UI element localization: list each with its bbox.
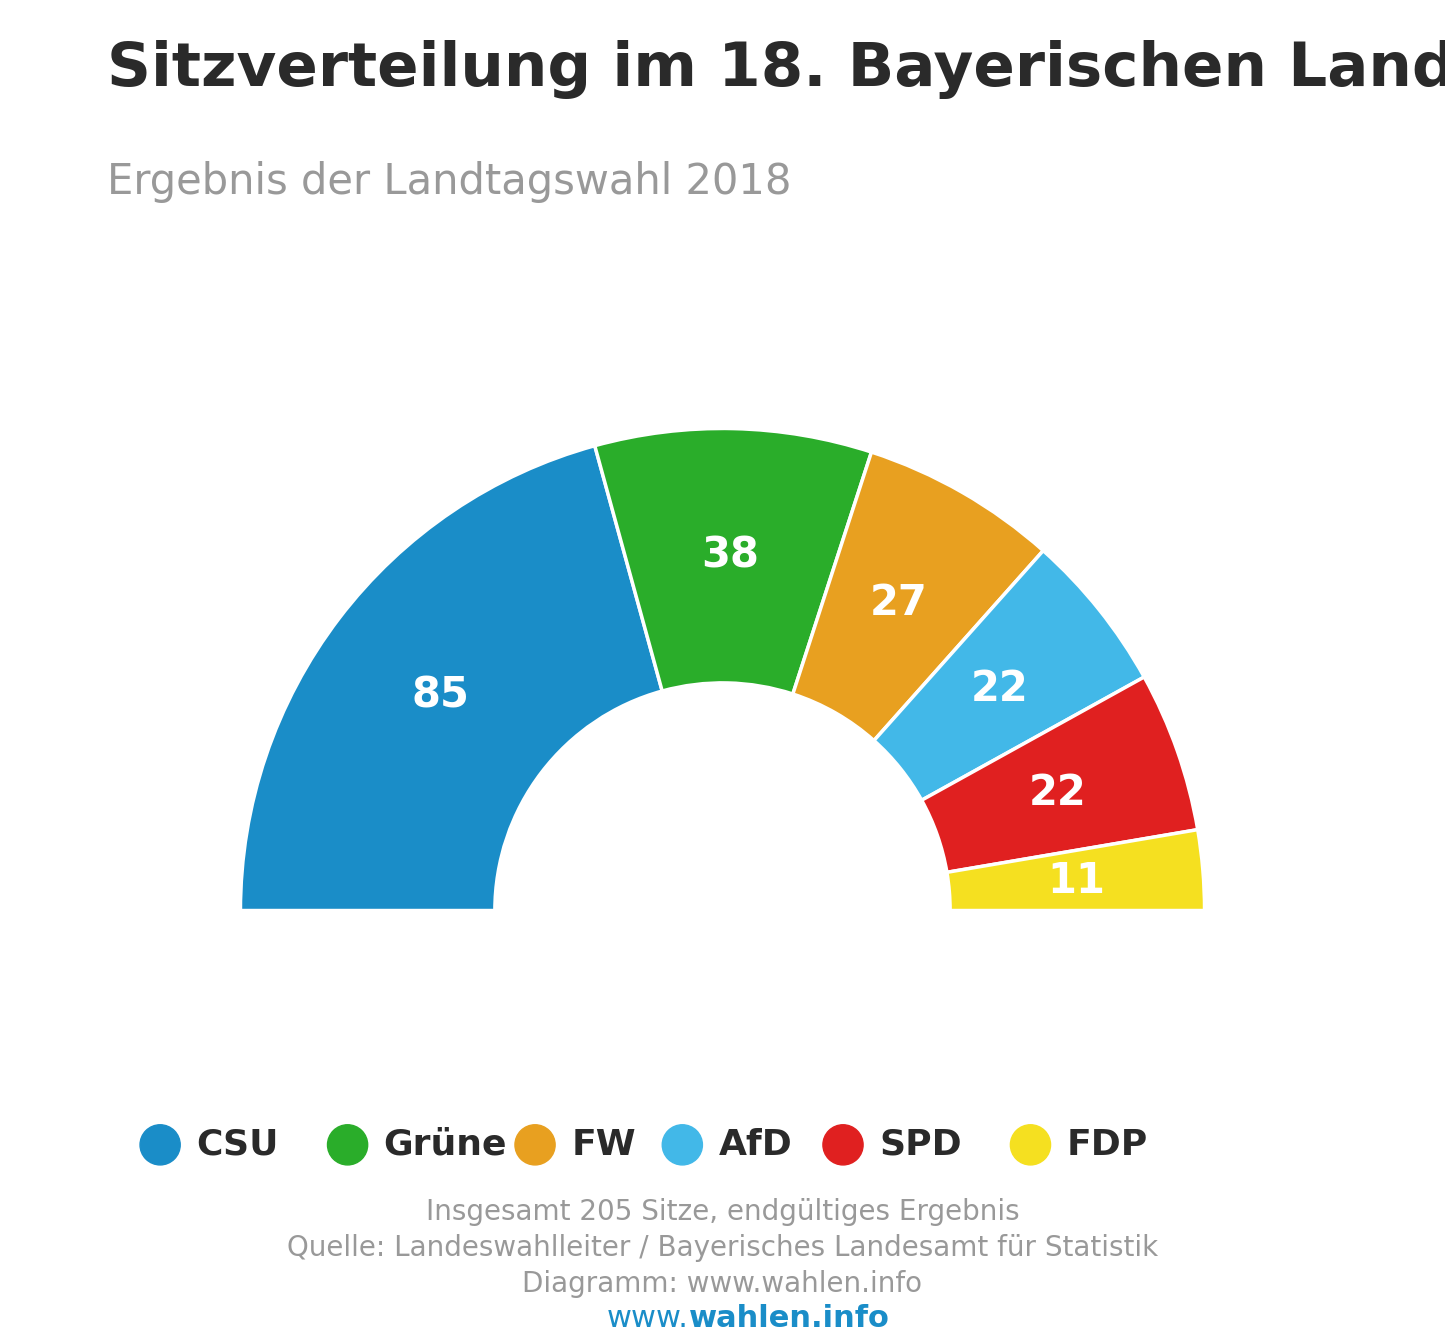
Wedge shape bbox=[946, 830, 1205, 911]
Text: FW: FW bbox=[571, 1127, 636, 1162]
Text: CSU: CSU bbox=[197, 1127, 279, 1162]
Wedge shape bbox=[240, 446, 662, 911]
Text: Ergebnis der Landtagswahl 2018: Ergebnis der Landtagswahl 2018 bbox=[107, 161, 790, 202]
Circle shape bbox=[140, 1125, 181, 1165]
Wedge shape bbox=[922, 678, 1198, 872]
Text: 38: 38 bbox=[702, 534, 760, 577]
Text: SPD: SPD bbox=[879, 1127, 962, 1162]
Text: 27: 27 bbox=[870, 581, 928, 624]
Text: 22: 22 bbox=[971, 668, 1029, 710]
Text: wahlen.info: wahlen.info bbox=[689, 1304, 890, 1334]
Circle shape bbox=[514, 1125, 555, 1165]
Wedge shape bbox=[595, 428, 871, 694]
Circle shape bbox=[1010, 1125, 1051, 1165]
Text: Diagramm: www.wahlen.info: Diagramm: www.wahlen.info bbox=[523, 1271, 922, 1297]
Circle shape bbox=[822, 1125, 863, 1165]
Text: Sitzverteilung im 18. Bayerischen Landtag: Sitzverteilung im 18. Bayerischen Landta… bbox=[107, 40, 1445, 99]
Wedge shape bbox=[874, 550, 1144, 801]
Circle shape bbox=[662, 1125, 702, 1165]
Text: 85: 85 bbox=[412, 675, 470, 716]
Text: 22: 22 bbox=[1029, 773, 1087, 814]
Text: Quelle: Landeswahlleiter / Bayerisches Landesamt für Statistik: Quelle: Landeswahlleiter / Bayerisches L… bbox=[288, 1235, 1157, 1261]
Circle shape bbox=[328, 1125, 367, 1165]
Wedge shape bbox=[793, 453, 1043, 740]
Text: AfD: AfD bbox=[718, 1127, 792, 1162]
Text: Grüne: Grüne bbox=[384, 1127, 507, 1162]
Text: 11: 11 bbox=[1048, 860, 1105, 901]
Text: Insgesamt 205 Sitze, endgültiges Ergebnis: Insgesamt 205 Sitze, endgültiges Ergebni… bbox=[426, 1198, 1019, 1225]
Text: FDP: FDP bbox=[1066, 1127, 1147, 1162]
Text: www.: www. bbox=[607, 1304, 689, 1334]
